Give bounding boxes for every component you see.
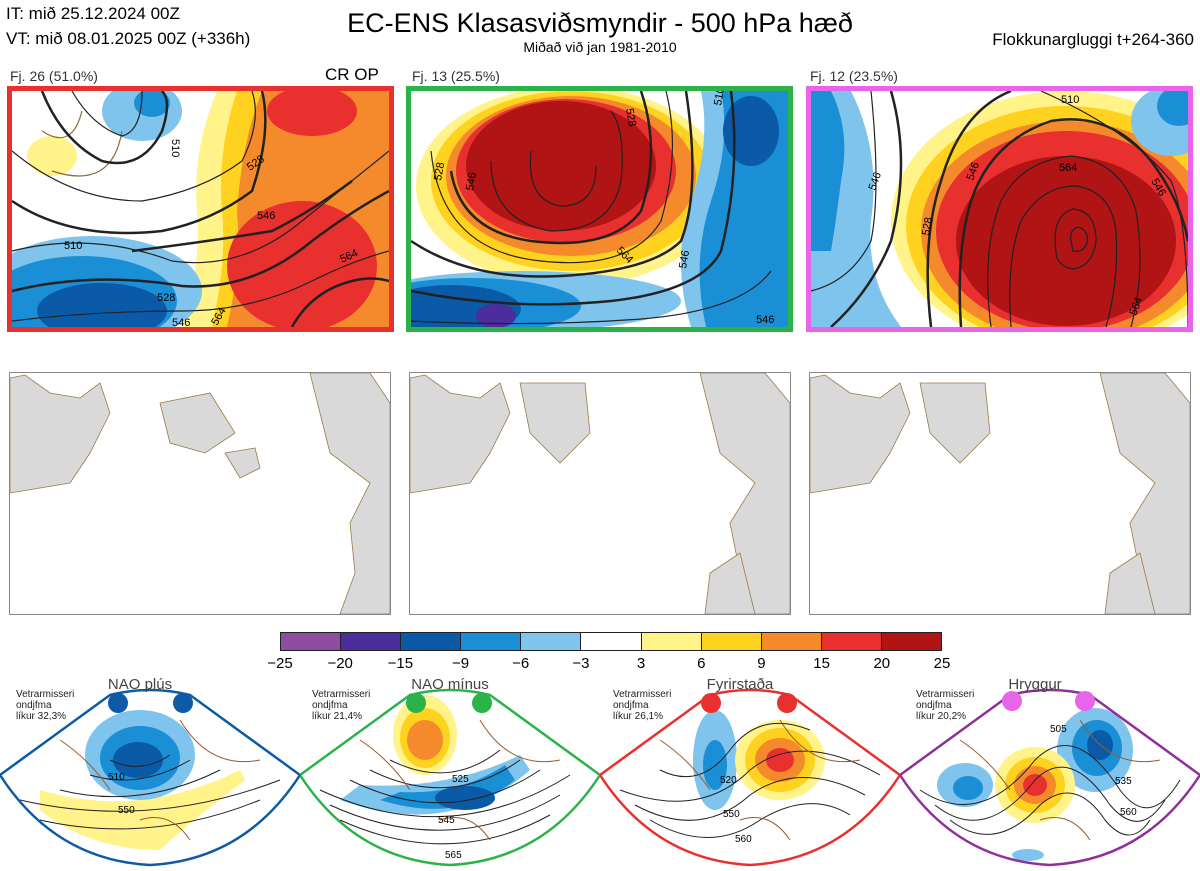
basemap-1 bbox=[9, 372, 391, 615]
colorbar-cell bbox=[821, 633, 882, 650]
page-title: EC-ENS Klasasviðsmyndir - 500 hPa hæð bbox=[347, 8, 853, 38]
page-subtitle: Miðað við jan 1981-2010 bbox=[523, 39, 677, 55]
regime-blocking-contour-label: 520 bbox=[720, 775, 737, 786]
valid-time: VT: mið 08.01.2025 00Z (+336h) bbox=[6, 29, 251, 48]
colorbar-cell bbox=[761, 633, 822, 650]
colorbar-cell bbox=[641, 633, 702, 650]
regime-blocking-dot-left bbox=[701, 693, 721, 713]
regime-nao-minus-info: Vetrarmisseri ondjfma líkur 21,4% bbox=[312, 689, 370, 722]
regime-nao-plus-contour-label: 550 bbox=[118, 805, 135, 816]
initial-time: IT: mið 25.12.2024 00Z bbox=[6, 4, 180, 23]
colorbar-cell bbox=[701, 633, 762, 650]
anomaly-colorbar bbox=[280, 632, 942, 651]
regime-ridge-contour-label: 535 bbox=[1115, 776, 1132, 787]
cluster-1-contour-label: 546 bbox=[257, 210, 275, 222]
cluster-1-contour-label: 510 bbox=[169, 139, 181, 157]
colorbar-cell bbox=[521, 633, 582, 650]
colorbar-cell bbox=[461, 633, 522, 650]
regime-ridge-dot-left bbox=[1002, 691, 1022, 711]
regime-nao-plus-dot-right bbox=[173, 693, 193, 713]
colorbar-tick-label: 20 bbox=[873, 655, 891, 672]
regime-nao-minus-contour-label: 525 bbox=[452, 774, 469, 785]
colorbar-tick-label: 15 bbox=[813, 655, 830, 672]
info-line: Vetrarmisseri bbox=[16, 689, 75, 700]
basemap-2 bbox=[409, 372, 791, 615]
colorbar-cell bbox=[341, 633, 402, 650]
regime-ridge-info: Vetrarmisseri ondjfma líkur 20,2% bbox=[916, 689, 974, 722]
regime-nao-minus-contour-label: 545 bbox=[438, 815, 455, 826]
regime-nao-plus-contour-label: 510 bbox=[108, 772, 125, 783]
regime-ridge-dot-right bbox=[1075, 691, 1095, 711]
cluster-1-contour-label: 528 bbox=[157, 292, 175, 304]
regime-nao-plus-title: NAO plús bbox=[107, 676, 173, 693]
info-line: ondjfma bbox=[312, 700, 348, 711]
cluster-2-contour-label: 528 bbox=[432, 161, 447, 181]
regime-blocking-title: Fyrirstaða bbox=[706, 676, 774, 693]
regime-nao-minus-dot-left bbox=[406, 693, 426, 713]
cluster-3-map: 546 564 546 528 510 546 564 bbox=[806, 86, 1193, 332]
cluster-1-contour-label: 510 bbox=[64, 240, 82, 252]
colorbar-tick-label: 6 bbox=[697, 655, 706, 672]
colorbar-tick-label: −15 bbox=[387, 655, 414, 672]
regime-nao-plus-dot-left bbox=[108, 693, 128, 713]
info-line: Vetrarmisseri bbox=[312, 689, 371, 700]
colorbar-tick-label: 9 bbox=[757, 655, 766, 672]
classification-window: Flokkunargluggi t+264-360 bbox=[992, 30, 1194, 49]
regime-nao-minus-title: NAO mínus bbox=[411, 676, 489, 693]
info-line: líkur 20,2% bbox=[916, 711, 967, 722]
basemap-3 bbox=[809, 372, 1191, 615]
colorbar-tick-label: 3 bbox=[636, 655, 646, 672]
cluster-3-contour-label: 564 bbox=[1059, 162, 1077, 174]
colorbar-cell bbox=[401, 633, 462, 650]
cluster-1-map: 510 528 546 564 510 528 546 564 bbox=[7, 86, 394, 332]
info-line: Vetrarmisseri bbox=[613, 689, 672, 700]
regime-ridge-map: 505 535 560 bbox=[900, 680, 1200, 870]
regime-blocking-contour-label: 560 bbox=[735, 834, 752, 845]
colorbar-tick-label: −25 bbox=[267, 655, 293, 672]
regime-blocking-map: 520 550 560 bbox=[600, 680, 900, 870]
info-line: ondjfma bbox=[916, 700, 952, 711]
info-line: ondjfma bbox=[16, 700, 52, 711]
cluster-2-contour-label: 546 bbox=[464, 171, 479, 191]
cluster-3-contour-label: 510 bbox=[1061, 94, 1079, 106]
regime-ridge-contour-label: 505 bbox=[1050, 724, 1067, 735]
colorbar-cell bbox=[281, 633, 342, 650]
colorbar-cell bbox=[581, 633, 642, 650]
regime-nao-minus-contour-label: 565 bbox=[445, 850, 462, 861]
regime-nao-plus-map: 510 550 bbox=[0, 680, 300, 870]
cluster-3-label: Fj. 12 (23.5%) bbox=[810, 68, 898, 84]
cluster-1-label: Fj. 26 (51.0%) bbox=[10, 68, 98, 84]
regime-blocking-contour-label: 550 bbox=[723, 809, 740, 820]
info-line: ondjfma bbox=[613, 700, 649, 711]
colorbar-tick-label: 25 bbox=[933, 655, 951, 672]
info-line: líkur 26,1% bbox=[613, 711, 664, 722]
regime-blocking-info: Vetrarmisseri ondjfma líkur 26,1% bbox=[613, 689, 671, 722]
cluster-3-contour-label: 528 bbox=[920, 216, 935, 236]
cluster-2-contour-label: 546 bbox=[756, 314, 774, 326]
info-line: Vetrarmisseri bbox=[916, 689, 975, 700]
colorbar-tick-label: −6 bbox=[512, 655, 530, 672]
cluster-2-map: 528 546 564 546 528 510 546 bbox=[406, 86, 793, 332]
regime-nao-plus-info: Vetrarmisseri ondjfma líkur 32,3% bbox=[16, 689, 74, 722]
colorbar-tick-label: −20 bbox=[327, 655, 353, 672]
colorbar-cell bbox=[881, 633, 942, 650]
cluster-2-label: Fj. 13 (25.5%) bbox=[412, 68, 500, 84]
info-line: líkur 32,3% bbox=[16, 711, 67, 722]
regime-nao-minus-map: 525 545 565 bbox=[300, 680, 600, 870]
info-line: líkur 21,4% bbox=[312, 711, 363, 722]
colorbar-tick-label: −3 bbox=[572, 655, 590, 672]
regime-nao-minus-dot-right bbox=[472, 693, 492, 713]
cluster-1-contour-label: 546 bbox=[172, 317, 190, 327]
cluster-3-contour-label: 546 bbox=[965, 161, 983, 182]
cluster-3-contour-label: 546 bbox=[867, 171, 885, 192]
cluster-3-contour-label: 564 bbox=[1128, 296, 1146, 317]
regime-ridge-contour-label: 560 bbox=[1120, 807, 1137, 818]
cluster-2-contour-label: 510 bbox=[712, 91, 727, 107]
cluster-1-tag: CR OP bbox=[325, 65, 379, 84]
cluster-2-contour-label: 528 bbox=[623, 107, 638, 127]
regime-ridge-title: Hryggur bbox=[1008, 676, 1062, 693]
colorbar-tick-label: −9 bbox=[451, 655, 470, 672]
cluster-2-contour-label: 546 bbox=[677, 249, 692, 269]
regime-blocking-dot-right bbox=[777, 693, 797, 713]
